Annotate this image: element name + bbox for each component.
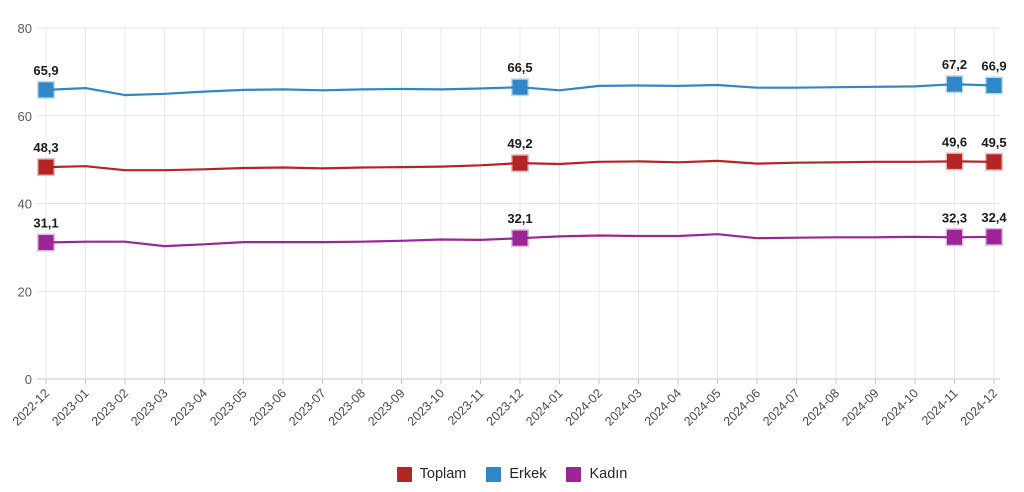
x-axis-tick-label: 2024-11 bbox=[919, 386, 961, 428]
x-axis-tick-label: 2024-07 bbox=[760, 386, 802, 428]
x-axis-tick-label: 2024-09 bbox=[839, 386, 881, 428]
x-axis-tick-label: 2024-02 bbox=[563, 386, 605, 428]
data-point-label: 31,1 bbox=[33, 216, 58, 231]
y-axis-tick-label: 20 bbox=[18, 284, 32, 299]
data-point-label: 48,3 bbox=[33, 140, 58, 155]
y-axis-tick-label: 40 bbox=[18, 197, 32, 212]
x-axis-tick-label: 2024-12 bbox=[958, 386, 1000, 428]
x-axis-tick-label: 2023-04 bbox=[168, 386, 210, 428]
data-point-label: 32,1 bbox=[507, 211, 532, 226]
x-axis-tick-label: 2024-05 bbox=[681, 386, 723, 428]
x-axis-tick-label: 2023-08 bbox=[326, 386, 368, 428]
data-point-marker[interactable] bbox=[945, 228, 964, 247]
data-point-label: 49,2 bbox=[507, 136, 532, 151]
x-axis-tick-label: 2024-01 bbox=[523, 386, 565, 428]
chart-legend: Toplam Erkek Kadın bbox=[0, 456, 1024, 492]
data-point-label: 66,9 bbox=[981, 58, 1006, 73]
data-point-marker[interactable] bbox=[37, 233, 55, 252]
data-point-marker[interactable] bbox=[37, 158, 55, 177]
x-axis-tick-label: 2024-03 bbox=[602, 386, 644, 428]
x-axis-tick-label: 2022-12 bbox=[10, 386, 52, 428]
x-axis-tick-label: 2023-11 bbox=[445, 386, 487, 428]
legend-label: Kadın bbox=[589, 466, 628, 482]
y-axis-tick-label: 60 bbox=[18, 109, 32, 124]
data-point-marker[interactable] bbox=[985, 76, 1003, 95]
legend-item-toplam[interactable]: Toplam bbox=[396, 466, 467, 482]
data-point-marker[interactable] bbox=[945, 152, 964, 171]
legend-item-kadn[interactable]: Kadın bbox=[566, 466, 627, 482]
legend-label: Toplam bbox=[419, 466, 467, 482]
data-point-marker[interactable] bbox=[511, 154, 529, 173]
x-axis-tick-label: 2023-05 bbox=[207, 386, 249, 428]
data-point-marker[interactable] bbox=[511, 229, 529, 248]
x-axis-tick-label: 2023-10 bbox=[405, 386, 447, 428]
data-point-marker[interactable] bbox=[985, 152, 1003, 171]
legend-label: Erkek bbox=[509, 466, 547, 482]
data-point-label: 49,6 bbox=[942, 134, 967, 149]
x-axis-tick-label: 2024-08 bbox=[800, 386, 842, 428]
data-point-marker[interactable] bbox=[37, 80, 55, 99]
line-chart: 0204060802022-122023-012023-022023-03202… bbox=[10, 21, 1008, 429]
data-point-label: 65,9 bbox=[33, 63, 58, 78]
data-point-marker[interactable] bbox=[945, 75, 964, 94]
x-axis-tick-label: 2023-03 bbox=[128, 386, 170, 428]
y-axis-tick-label: 80 bbox=[18, 21, 32, 36]
x-axis-tick-label: 2023-09 bbox=[365, 386, 407, 428]
data-point-label: 49,5 bbox=[981, 135, 1006, 150]
x-axis-tick-label: 2024-10 bbox=[879, 386, 921, 428]
x-axis-tick-label: 2023-02 bbox=[89, 386, 131, 428]
x-axis-tick-label: 2023-07 bbox=[286, 386, 328, 428]
legend-swatch-icon bbox=[396, 466, 412, 482]
y-axis-tick-label: 0 bbox=[25, 372, 32, 387]
legend-swatch-icon bbox=[566, 466, 582, 482]
x-axis-tick-label: 2023-01 bbox=[49, 386, 91, 428]
x-axis-tick-label: 2023-12 bbox=[484, 386, 526, 428]
data-point-marker[interactable] bbox=[511, 78, 529, 97]
x-axis-tick-label: 2024-06 bbox=[721, 386, 763, 428]
legend-swatch-icon bbox=[486, 466, 502, 482]
data-point-marker[interactable] bbox=[985, 227, 1003, 246]
data-point-label: 66,5 bbox=[507, 60, 532, 75]
data-point-label: 32,3 bbox=[942, 210, 967, 225]
x-axis-tick-label: 2023-06 bbox=[247, 386, 289, 428]
data-point-label: 67,2 bbox=[942, 57, 967, 72]
legend-item-erkek[interactable]: Erkek bbox=[486, 466, 546, 482]
x-axis-tick-label: 2024-04 bbox=[642, 386, 684, 428]
data-point-label: 32,4 bbox=[981, 210, 1007, 225]
